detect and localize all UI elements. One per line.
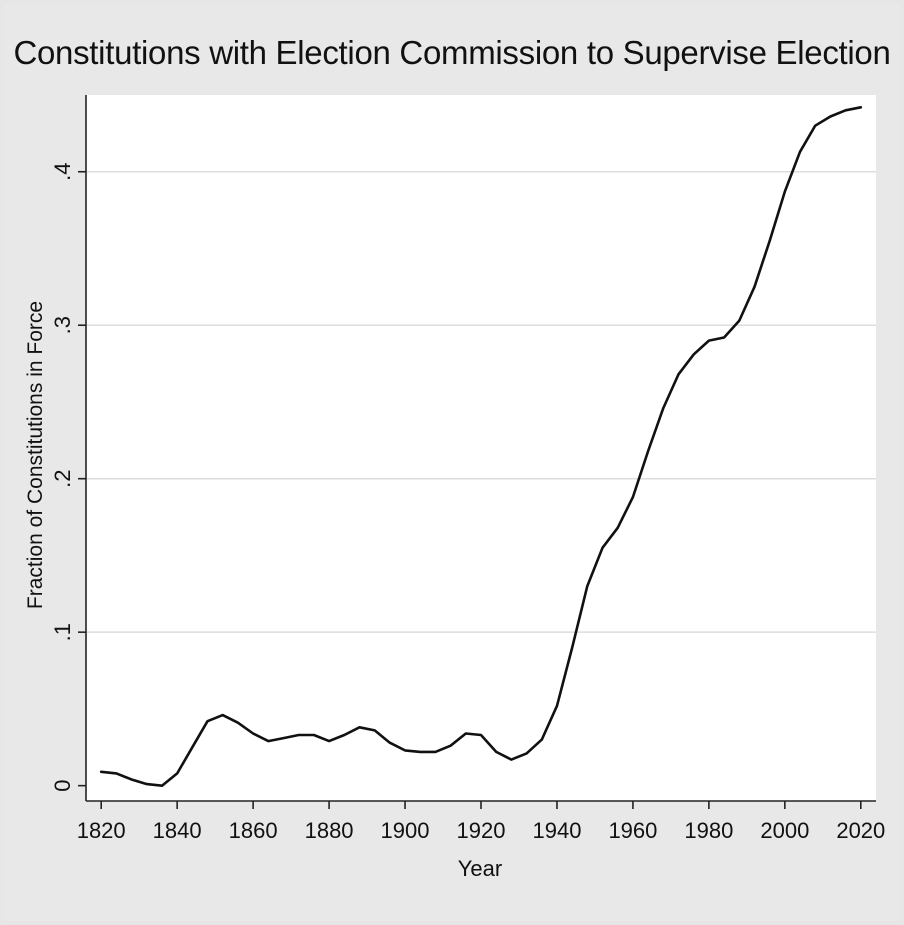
x-tick-label: 1880 bbox=[305, 818, 354, 843]
y-tick-label: .3 bbox=[50, 316, 75, 334]
plot-area bbox=[86, 95, 876, 801]
x-tick-label: 2020 bbox=[836, 818, 885, 843]
y-tick-label: .1 bbox=[50, 623, 75, 641]
series-layer bbox=[99, 106, 863, 788]
tick-labels: 0 .1 .2 .3 .4 1820 1840 1860 1880 1900 1920 1940 196… bbox=[50, 163, 885, 843]
axes bbox=[78, 95, 876, 809]
chart-title: Constitutions with Election Commission t… bbox=[13, 34, 891, 71]
x-tick-label: 1920 bbox=[457, 818, 506, 843]
y-tick-label: .4 bbox=[50, 163, 75, 181]
x-tick-label: 2000 bbox=[760, 818, 809, 843]
x-tick-label: 1840 bbox=[153, 818, 202, 843]
x-tick-label: 1940 bbox=[532, 818, 581, 843]
x-tick-label: 1900 bbox=[381, 818, 430, 843]
grid-lines bbox=[86, 170, 876, 633]
series-line bbox=[99, 106, 863, 788]
x-tick-label: 1820 bbox=[77, 818, 126, 843]
y-axis-label: Fraction of Constitutions in Force bbox=[24, 300, 47, 610]
x-tick-label: 1860 bbox=[229, 818, 278, 843]
y-tick-label: 0 bbox=[50, 780, 75, 792]
x-axis-label: Year bbox=[457, 856, 503, 881]
y-tick-label: .2 bbox=[50, 470, 75, 488]
x-tick-label: 1960 bbox=[608, 818, 657, 843]
x-tick-label: 1980 bbox=[684, 818, 733, 843]
